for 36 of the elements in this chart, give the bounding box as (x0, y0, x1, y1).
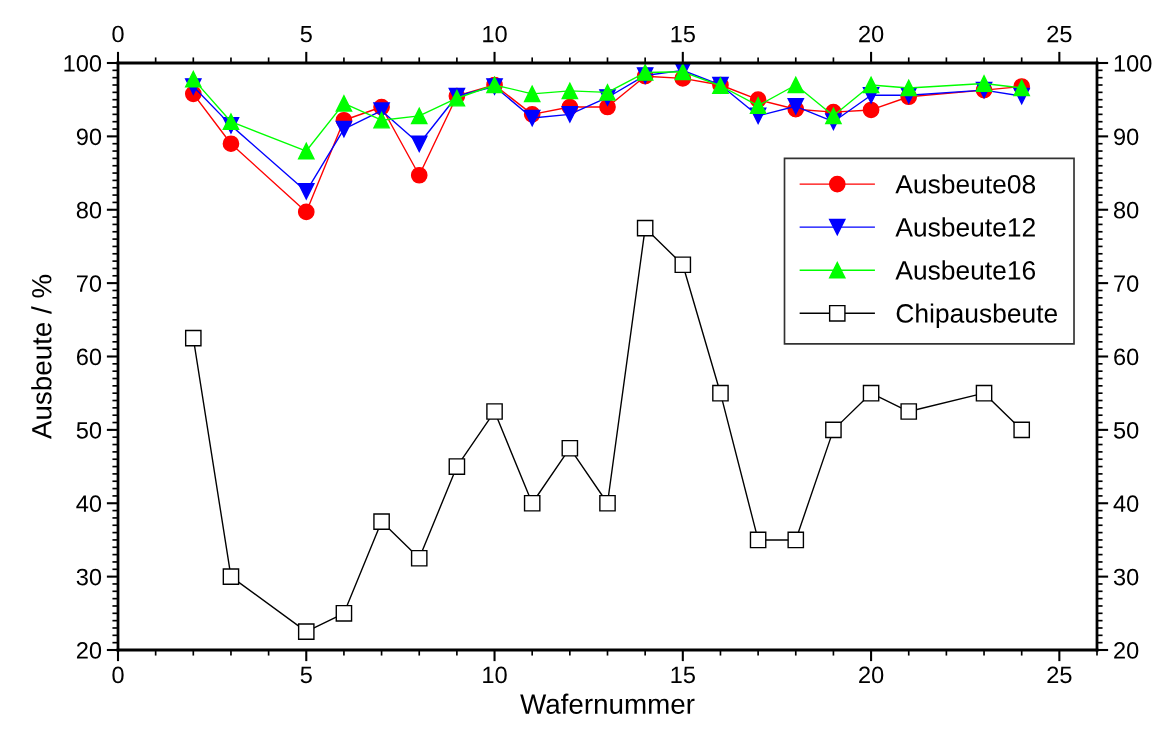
x2-tick-label: 10 (483, 25, 507, 43)
y2-tick-label: 30 (1113, 568, 1139, 586)
y-tick-label: 30 (76, 568, 102, 586)
x-tick-label: 15 (671, 666, 695, 684)
legend-label: Ausbeute12 (895, 217, 1035, 237)
y-axis-title: Ausbeute / % (31, 274, 52, 440)
x2-tick-label: 15 (671, 25, 695, 43)
x2-tick-label: 0 (112, 25, 124, 43)
x-tick-label: 20 (859, 666, 884, 684)
x2-tick-label: 20 (859, 25, 884, 43)
legend-label: Chipausbeute (896, 303, 1058, 329)
y-tick-label: 100 (64, 55, 102, 72)
y2-tick-label: 100 (1114, 55, 1152, 72)
y2-tick-label: 50 (1113, 421, 1139, 439)
legend-label: Ausbeute16 (895, 260, 1036, 280)
x2-tick-label: 5 (300, 25, 312, 43)
y-tick-label: 50 (76, 421, 102, 439)
x-tick-label: 25 (1047, 666, 1072, 684)
y2-tick-label: 40 (1113, 495, 1139, 513)
x-tick-label: 5 (300, 666, 312, 684)
y-tick-label: 70 (76, 275, 102, 292)
y2-tick-label: 90 (1114, 128, 1139, 146)
y-tick-label: 20 (76, 642, 102, 659)
y2-tick-label: 80 (1114, 201, 1139, 219)
y-tick-label: 90 (76, 128, 102, 146)
x-axis-title: Wafernummer (520, 693, 695, 714)
x2-tick-label: 25 (1047, 25, 1072, 43)
y2-tick-label: 20 (1114, 642, 1139, 659)
y-tick-label: 80 (76, 201, 102, 219)
y2-tick-label: 60 (1114, 348, 1139, 366)
y-tick-label: 60 (76, 348, 102, 366)
y2-tick-label: 70 (1114, 275, 1139, 292)
legend-label: Ausbeute08 (895, 174, 1036, 194)
x-tick-label: 10 (483, 666, 507, 684)
x-tick-label: 0 (112, 666, 124, 684)
y-tick-label: 40 (76, 495, 102, 513)
